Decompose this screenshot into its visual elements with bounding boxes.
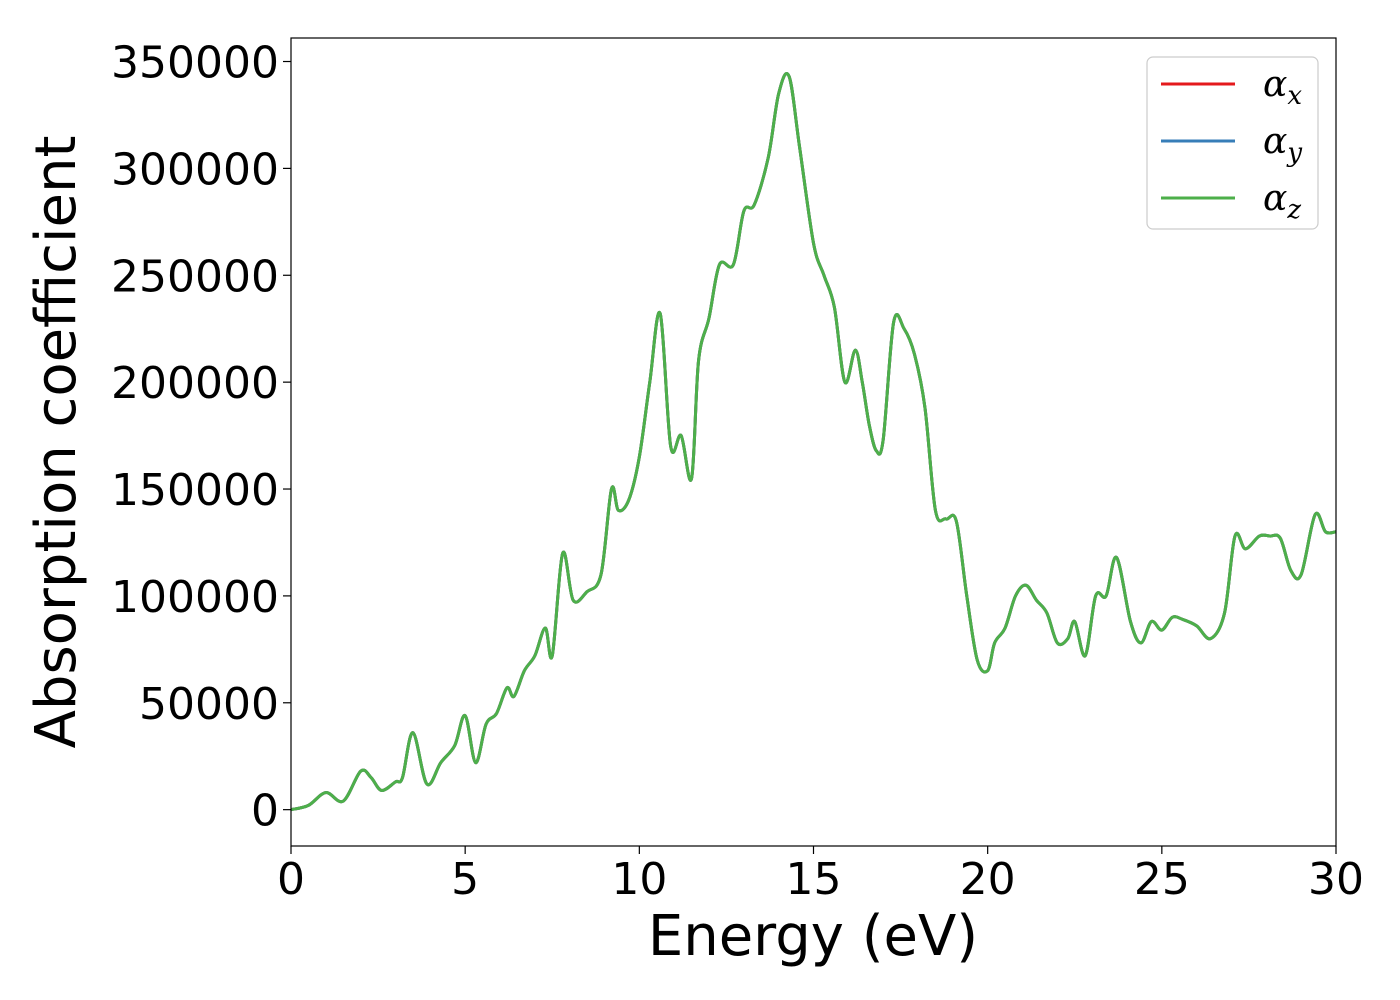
x-axis-label: Energy (eV) (648, 904, 978, 969)
x-tick-label: 5 (451, 854, 479, 905)
x-tick-label: 15 (786, 854, 842, 905)
x-tick-label: 30 (1308, 854, 1364, 905)
y-tick-label: 150000 (111, 465, 279, 516)
y-tick-label: 50000 (139, 679, 279, 730)
series-line-z (291, 71, 1336, 812)
x-axis: 0 5 10 15 20 25 30 (277, 846, 1364, 905)
y-tick-label: 250000 (111, 251, 279, 302)
legend-subscript: x (1287, 81, 1302, 111)
legend-subscript: z (1286, 195, 1301, 225)
x-tick-label: 25 (1134, 854, 1190, 905)
y-tick-label: 0 (251, 786, 279, 837)
x-tick-label: 0 (277, 854, 305, 905)
y-tick-label: 100000 (111, 572, 279, 623)
legend-subscript: y (1286, 138, 1302, 168)
y-tick-label: 350000 (111, 38, 279, 89)
y-axis-label: Absorption coefficient (24, 136, 89, 749)
legend-box (1146, 56, 1319, 230)
x-tick-label: 10 (611, 854, 667, 905)
y-axis: 0 50000 100000 150000 200000 250000 300000 3500… (111, 38, 291, 837)
series-layer (291, 71, 1336, 812)
y-tick-label: 200000 (111, 358, 279, 409)
y-tick-label: 300000 (111, 144, 279, 195)
x-tick-label: 20 (960, 854, 1016, 905)
